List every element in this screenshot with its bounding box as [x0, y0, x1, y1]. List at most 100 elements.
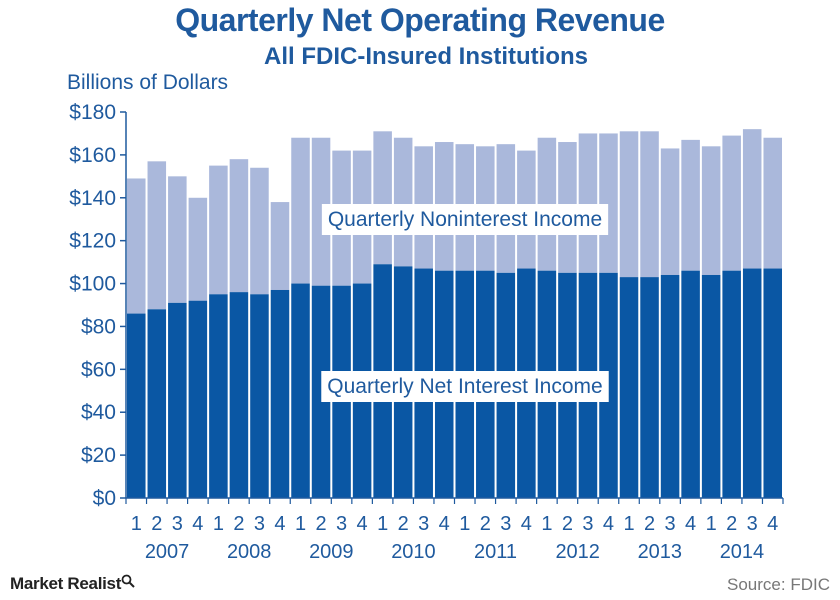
bar-noninterest: [229, 159, 249, 293]
bar-noninterest: [270, 202, 290, 290]
y-axis: $0 $20 $40 $60 $80 $100 $120 $140 $160 $180: [69, 101, 127, 510]
quarter-label: 3: [665, 513, 676, 535]
quarter-label: 3: [336, 513, 347, 535]
bar-net-interest: [742, 268, 762, 498]
chart-subtitle: All FDIC-Insured Institutions: [264, 43, 588, 70]
annotation-text: Quarterly Noninterest Income: [328, 208, 602, 231]
source-note: Source: FDIC: [727, 575, 830, 594]
quarter-label: 2: [562, 513, 573, 535]
bar-noninterest: [722, 135, 741, 271]
bar-noninterest: [168, 176, 187, 303]
bar-net-interest: [188, 300, 208, 498]
annotation-background: [321, 204, 609, 235]
brand-logo: Market Realist: [10, 574, 135, 594]
y-tick-label: $180: [69, 101, 116, 124]
bar-net-interest: [640, 277, 659, 498]
quarter-label: 1: [706, 513, 717, 535]
bar-net-interest: [250, 294, 269, 498]
quarter-label: 3: [254, 513, 265, 535]
quarter-label: 1: [131, 513, 142, 535]
bar-noninterest: [660, 148, 680, 275]
bar-noninterest: [188, 197, 208, 301]
year-label: 2009: [309, 541, 354, 563]
bar-net-interest: [270, 289, 290, 498]
year-label: 2007: [145, 541, 190, 563]
quarter-label: 4: [274, 513, 285, 535]
y-axis-label: Billions of Dollars: [67, 71, 229, 94]
bar-noninterest: [291, 137, 310, 284]
bar-net-interest: [701, 274, 721, 498]
bar-net-interest: [619, 277, 639, 498]
quarter-label: 2: [315, 513, 326, 535]
bar-net-interest: [660, 274, 680, 498]
y-tick-label: $160: [69, 144, 116, 167]
quarter-label: 2: [398, 513, 409, 535]
bar-noninterest: [393, 137, 413, 267]
bar-noninterest: [742, 129, 762, 269]
y-tick-label: $100: [69, 273, 116, 296]
y-tick-label: $80: [81, 315, 116, 338]
bar-noninterest: [209, 165, 228, 295]
bar-net-interest: [127, 313, 146, 498]
year-label: 2013: [638, 541, 683, 563]
quarter-label: 1: [213, 513, 224, 535]
quarter-label: 4: [767, 513, 778, 535]
year-label: 2012: [555, 541, 600, 563]
bar-noninterest: [701, 146, 721, 275]
quarter-label: 2: [233, 513, 244, 535]
quarter-label: 3: [172, 513, 183, 535]
quarter-label: 3: [500, 513, 511, 535]
quarter-label: 1: [295, 513, 306, 535]
bar-net-interest: [681, 270, 700, 498]
bar-noninterest: [640, 131, 659, 278]
annotation-background: [321, 371, 609, 402]
year-label: 2014: [720, 541, 765, 563]
quarter-label: 4: [603, 513, 614, 535]
bar-noninterest: [619, 131, 639, 278]
bar-noninterest: [681, 139, 700, 271]
y-tick-label: $40: [81, 401, 116, 424]
quarter-label: 4: [521, 513, 532, 535]
bar-net-interest: [209, 294, 228, 498]
bar-noninterest: [599, 133, 618, 273]
bar-net-interest: [291, 283, 310, 498]
y-tick-label: $0: [93, 487, 116, 510]
magnifier-icon: [121, 574, 135, 593]
quarter-label: 4: [439, 513, 450, 535]
bar-noninterest: [250, 167, 269, 295]
year-label: 2008: [227, 541, 272, 563]
chart-title: Quarterly Net Operating Revenue: [175, 2, 665, 38]
annotations-group: Quarterly Noninterest Income Quarterly Ne…: [321, 204, 609, 402]
quarter-label: 4: [192, 513, 203, 535]
annotation-net-interest: Quarterly Net Interest Income: [321, 371, 609, 402]
bar-noninterest: [578, 133, 598, 273]
bar-net-interest: [763, 268, 782, 498]
bar-noninterest: [763, 137, 782, 269]
bar-net-interest: [168, 302, 187, 498]
quarter-label: 2: [726, 513, 737, 535]
year-label: 2011: [474, 541, 517, 563]
quarter-label: 1: [541, 513, 552, 535]
quarter-label: 3: [418, 513, 429, 535]
bar-noninterest: [373, 131, 392, 265]
bars-group: [127, 129, 782, 498]
quarter-label: 2: [644, 513, 655, 535]
quarter-label: 3: [747, 513, 758, 535]
annotation-text: Quarterly Net Interest Income: [327, 375, 602, 398]
year-label: 2010: [391, 541, 436, 563]
quarter-label: 2: [151, 513, 162, 535]
quarter-label: 4: [357, 513, 368, 535]
y-tick-label: $120: [69, 230, 116, 253]
bar-net-interest: [147, 309, 167, 498]
brand-text: Market Realist: [10, 574, 122, 593]
bar-net-interest: [311, 285, 331, 498]
y-tick-label: $140: [69, 187, 116, 210]
quarter-label: 4: [685, 513, 696, 535]
bar-noninterest: [147, 161, 167, 310]
bar-net-interest: [229, 292, 249, 498]
annotation-noninterest: Quarterly Noninterest Income: [321, 204, 609, 235]
y-tick-label: $60: [81, 358, 116, 381]
bar-noninterest: [127, 178, 146, 314]
